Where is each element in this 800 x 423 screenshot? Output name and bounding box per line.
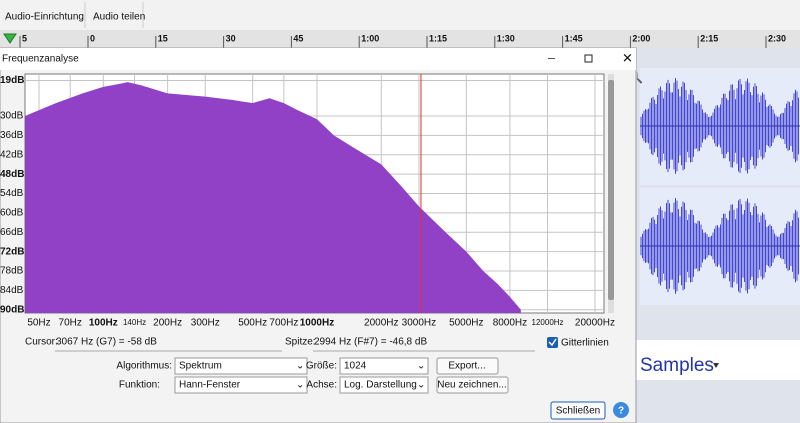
- x-tick-label: 20000Hz: [575, 318, 615, 329]
- y-tick-label: 90dB: [0, 304, 24, 315]
- toolbar: [0, 0, 800, 30]
- ruler-label: 2:30: [768, 33, 786, 43]
- track-control: [636, 340, 800, 380]
- label: Größe:: [306, 361, 337, 372]
- ruler-label: 1:30: [497, 33, 515, 43]
- x-tick-label: 70Hz: [59, 318, 82, 329]
- label: Spitze:: [285, 337, 316, 348]
- y-tick-label: 66dB: [0, 227, 24, 238]
- select-arrow: ⌄: [296, 361, 304, 372]
- x-tick-label: 300Hz: [191, 318, 220, 329]
- ruler-label: 30: [226, 33, 236, 43]
- y-tick-label: 48dB: [0, 169, 24, 180]
- ruler-label: 15: [158, 33, 168, 43]
- y-tick-label: 54dB: [0, 188, 24, 199]
- x-tick-label: 500Hz: [238, 318, 267, 329]
- y-tick-label: 72dB: [0, 246, 24, 257]
- checkbox-label[interactable]: Gitterlinien: [561, 338, 609, 349]
- dialog-title: Frequenzanalyse: [2, 54, 79, 65]
- y-tick-label: 30dB: [0, 111, 24, 122]
- toolbar-button[interactable]: Audio-Einrichtung: [5, 12, 84, 23]
- y-tick-label: 84dB: [0, 285, 24, 296]
- x-tick-label: 2000Hz: [364, 318, 398, 329]
- dropdown-arrow: [713, 363, 719, 368]
- select-arrow: ⌄: [417, 361, 425, 372]
- select[interactable]: [339, 357, 429, 375]
- select[interactable]: [174, 357, 308, 375]
- button-label[interactable]: Schließen: [556, 406, 600, 417]
- label: Algorithmus:: [116, 361, 172, 372]
- x-tick-label: 1000Hz: [300, 318, 334, 329]
- x-tick-label: 8000Hz: [493, 318, 527, 329]
- ruler-label: 1:45: [565, 33, 583, 43]
- x-tick-label: 5000Hz: [449, 318, 483, 329]
- field: 2994 Hz (F#7) = -46,8 dB: [314, 337, 427, 348]
- toolbar-button[interactable]: Audio teilen: [93, 12, 145, 23]
- select-value[interactable]: Log. Darstellung: [344, 380, 417, 391]
- button-label[interactable]: Neu zeichnen...: [437, 380, 507, 391]
- maximize[interactable]: [584, 54, 593, 63]
- select-value[interactable]: Spektrum: [179, 361, 222, 372]
- view-mode[interactable]: Samples: [640, 355, 714, 376]
- y-tick-label: 42dB: [0, 149, 24, 160]
- spectrum: [25, 82, 521, 313]
- label: Cursor:: [25, 337, 58, 348]
- select-value[interactable]: Hann-Fenster: [179, 380, 241, 391]
- x-tick-label: 700Hz: [269, 318, 298, 329]
- select-value[interactable]: 1024: [344, 361, 367, 372]
- ruler-label: 1:15: [429, 33, 447, 43]
- timeline: [0, 30, 800, 48]
- select-arrow: ⌄: [417, 380, 425, 391]
- label: Funktion:: [119, 380, 160, 391]
- x-tick-label: 3000Hz: [402, 318, 436, 329]
- button-label[interactable]: Export...: [448, 361, 485, 372]
- ruler-label: 45: [293, 33, 303, 43]
- title-bar: [0, 48, 636, 70]
- button[interactable]: [436, 357, 499, 375]
- button[interactable]: [550, 401, 606, 420]
- check: [548, 338, 557, 347]
- y-tick-label: 19dB: [0, 75, 24, 86]
- field: 3067 Hz (G7) = -58 dB: [56, 337, 157, 348]
- scroll-thumb[interactable]: [608, 80, 614, 300]
- x-tick-label: 50Hz: [27, 318, 50, 329]
- x-tick-label: 100Hz: [89, 318, 118, 329]
- close-x[interactable]: ✕: [622, 50, 633, 65]
- y-tick-label: 78dB: [0, 266, 24, 277]
- x-tick-label: 12000Hz: [532, 318, 564, 327]
- select-arrow: ⌄: [296, 380, 304, 391]
- button[interactable]: [436, 376, 509, 394]
- ruler-label: 0: [90, 33, 95, 43]
- select[interactable]: [174, 376, 308, 394]
- help-icon[interactable]: [613, 402, 629, 418]
- minimize[interactable]: ─: [547, 54, 556, 65]
- select[interactable]: [339, 376, 429, 394]
- ruler-label: 2:00: [632, 33, 650, 43]
- play-head[interactable]: [3, 33, 17, 44]
- x-tick-label: 200Hz: [153, 318, 182, 329]
- y-tick-label: 60dB: [0, 208, 24, 219]
- ruler-label: 2:15: [700, 33, 718, 43]
- y-tick-label: 36dB: [0, 130, 24, 141]
- ruler-label: 5: [22, 33, 27, 43]
- label: Achse:: [306, 380, 337, 391]
- ruler-label: 1:00: [361, 33, 379, 43]
- help-label[interactable]: ?: [618, 406, 624, 417]
- x-tick-label: 140Hz: [123, 318, 146, 327]
